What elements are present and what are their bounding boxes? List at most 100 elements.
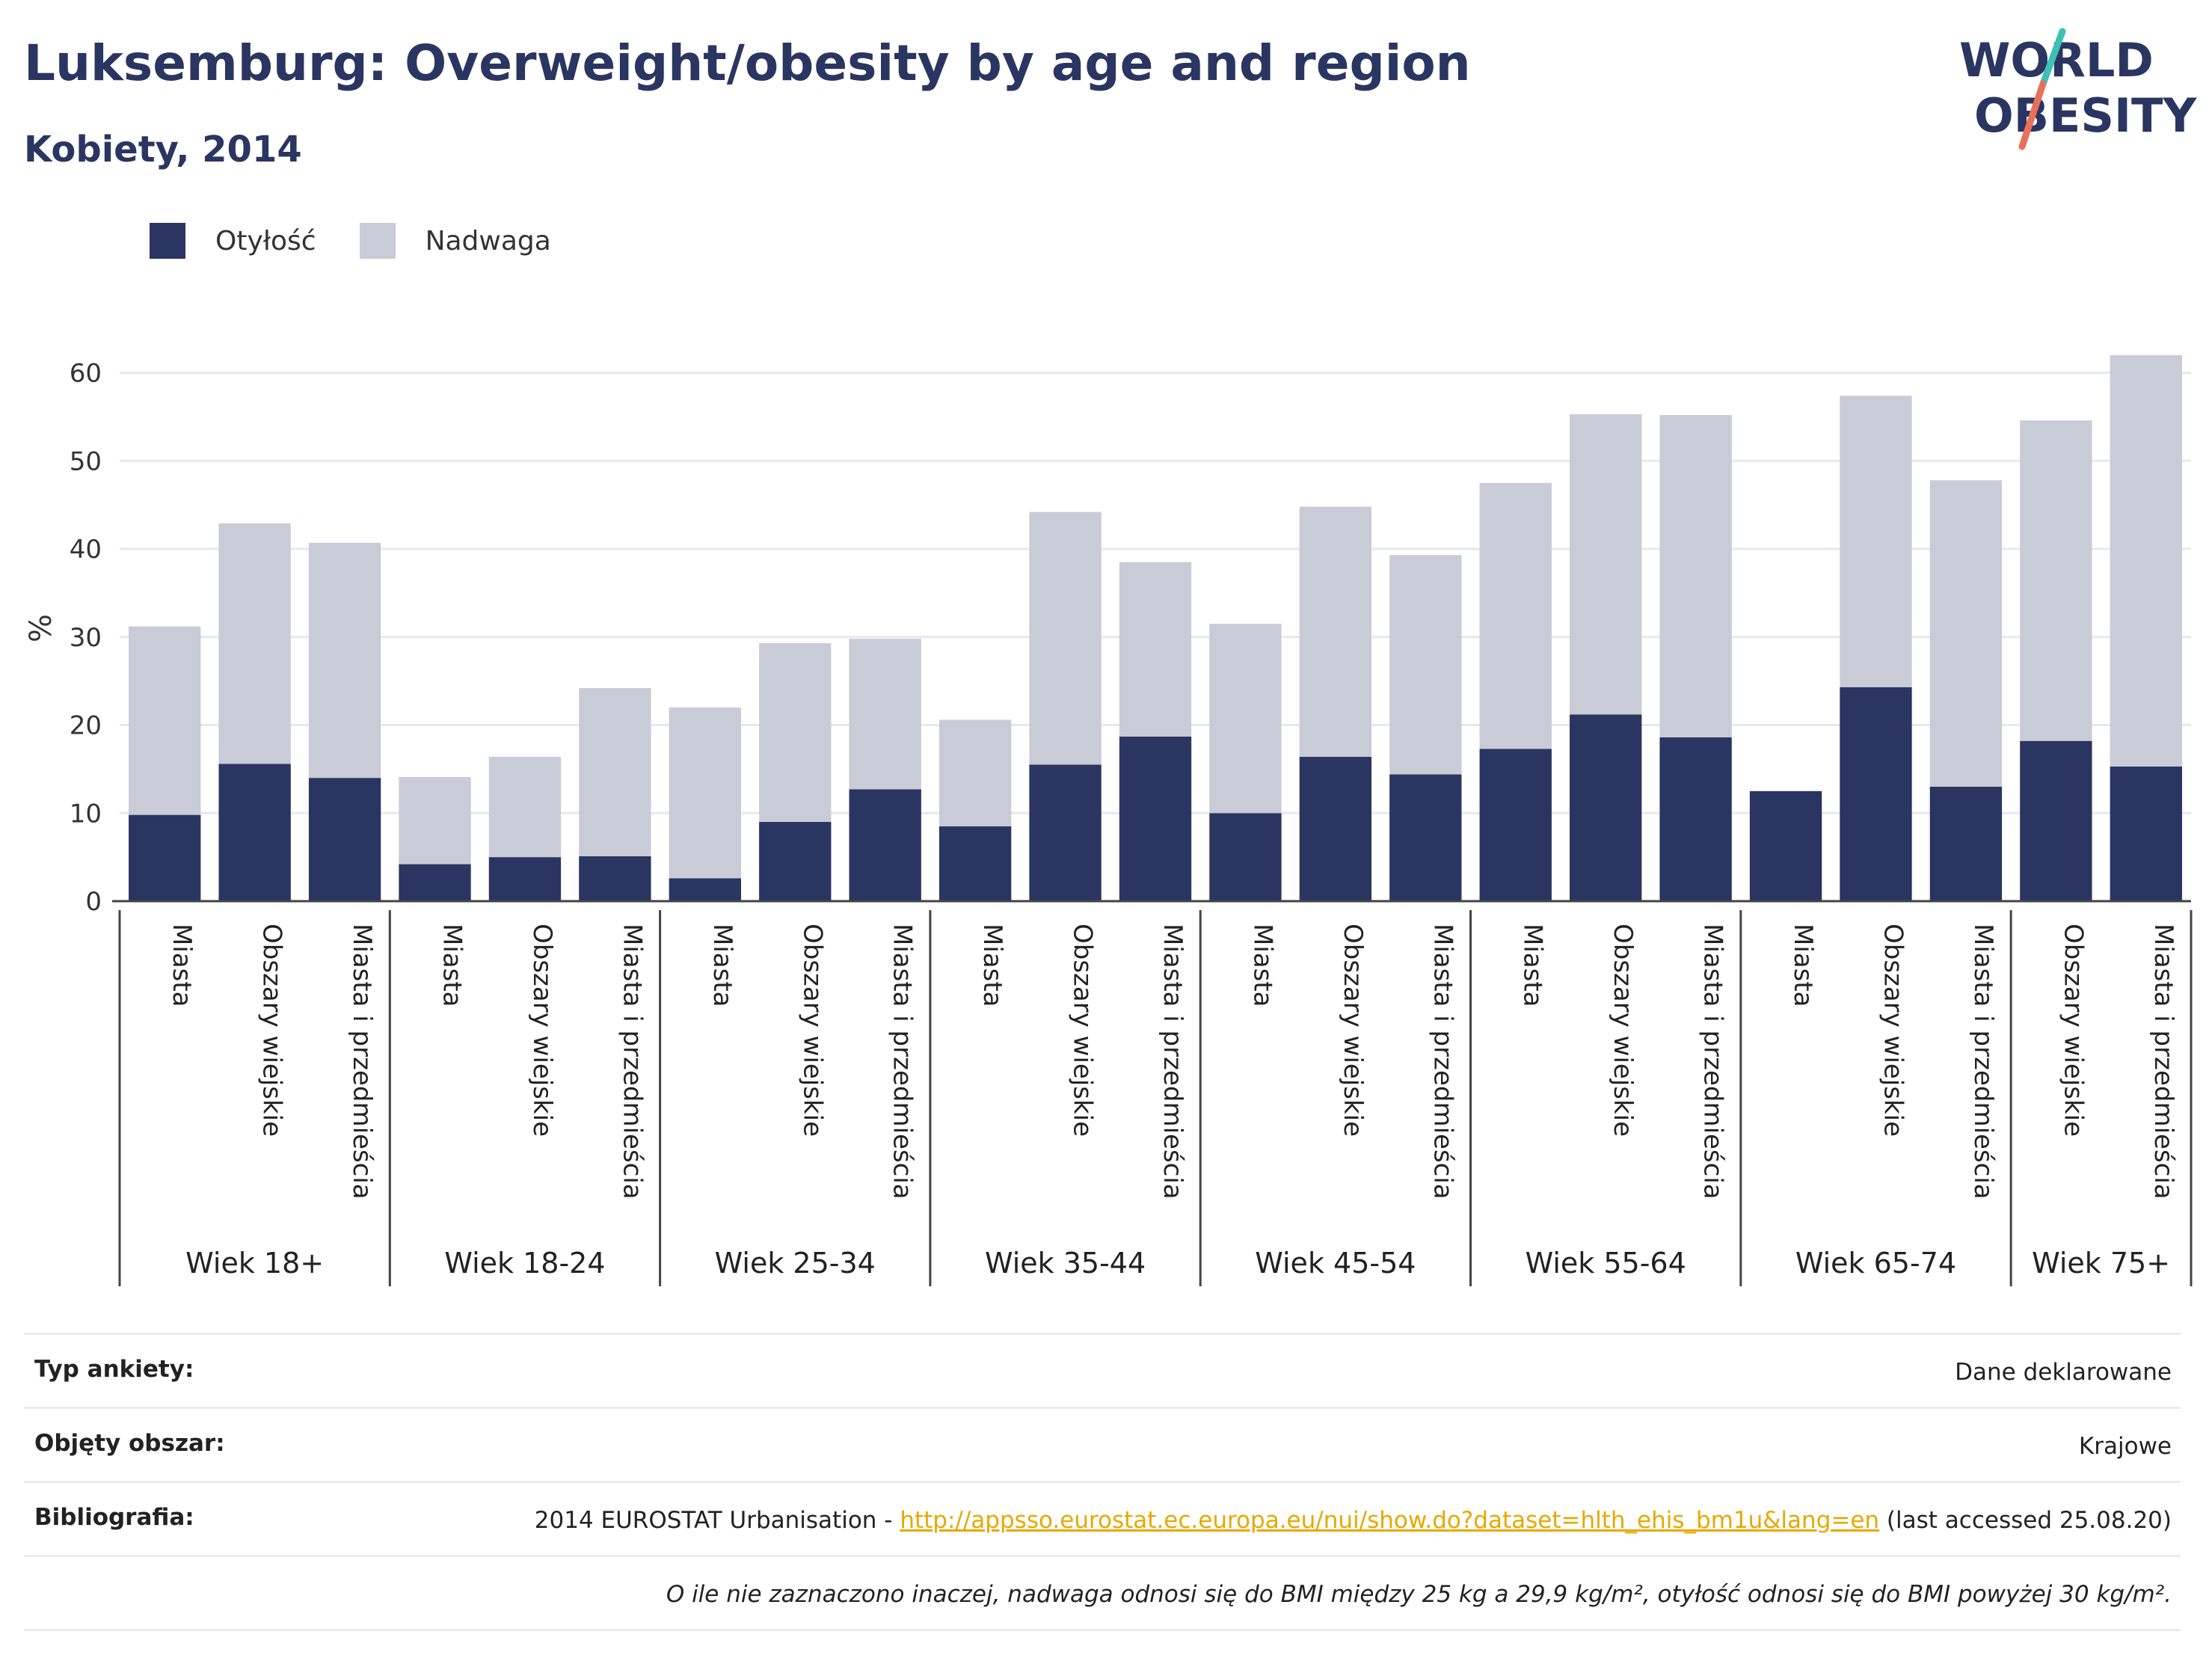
stacked-bar-chart: 0 10 20 30 40 50 60% Miasta Obszary wiejskie Mias… <box>24 355 2193 1286</box>
x-tick-label: Obszary wiejskie <box>1608 924 1638 1137</box>
bar-obesity <box>1119 736 1192 901</box>
x-tick-label: Miasta <box>167 924 197 1007</box>
bar-overweight <box>1209 624 1282 814</box>
chart-subtitle: Kobiety, 2014 <box>24 129 302 171</box>
x-tick-label: Miasta i przedmieścia <box>888 924 918 1200</box>
group-label: Wiek 45-54 <box>1255 1247 1416 1280</box>
x-tick-label: Miasta <box>437 924 467 1007</box>
bar-overweight <box>218 523 291 764</box>
y-tick-label: 50 <box>70 446 102 476</box>
bar-overweight <box>669 707 741 879</box>
x-tick-label: Obszary wiejskie <box>1068 924 1098 1137</box>
x-tick-label: Miasta i przedmieścia <box>1968 924 1998 1200</box>
x-tick-label: Obszary wiejskie <box>527 924 557 1137</box>
bar-overweight <box>938 719 1012 826</box>
group-label: Wiek 75+ <box>2032 1247 2170 1280</box>
x-tick-label: Miasta i przedmieścia <box>1428 924 1457 1200</box>
y-axis-label: % <box>24 614 58 642</box>
bar-overweight <box>129 626 201 815</box>
y-tick-label: 10 <box>70 799 102 829</box>
group-label: Wiek 25-34 <box>715 1247 876 1280</box>
bar-obesity <box>218 764 291 901</box>
bar-obesity <box>669 878 741 901</box>
x-tick-label: Miasta <box>1788 924 1818 1007</box>
y-tick-label: 40 <box>70 535 102 565</box>
x-tick-label: Miasta i przedmieścia <box>617 924 647 1200</box>
y-tick-label: 60 <box>70 359 102 389</box>
bar-overweight <box>399 776 471 865</box>
x-tick-label: Obszary wiejskie <box>257 924 287 1137</box>
legend-item-obesity[interactable]: Otyłość <box>150 223 316 259</box>
definition-note: O ile nie zaznaczono inaczej, nadwaga od… <box>666 1581 2172 1608</box>
bar-overweight <box>1479 482 1552 749</box>
bibliography-value: 2014 EUROSTAT Urbanisation - http://apps… <box>535 1504 2172 1537</box>
bar-overweight <box>1029 512 1102 765</box>
y-tick-label: 0 <box>85 887 102 917</box>
bar-overweight <box>579 688 651 856</box>
x-tick-label: Obszary wiejskie <box>2058 924 2088 1137</box>
bar-overweight <box>1929 480 2003 787</box>
legend-swatch-overweight <box>359 223 396 259</box>
bar-overweight <box>1389 555 1462 775</box>
bar-overweight <box>759 643 832 823</box>
bibliography-suffix: (last accessed 25.08.20) <box>1879 1507 2172 1534</box>
x-tick-label: Miasta <box>1518 924 1548 1007</box>
legend-swatch-obesity <box>150 223 185 259</box>
group-label: Wiek 18-24 <box>444 1247 605 1280</box>
bar-obesity <box>1389 774 1462 901</box>
group-label: Wiek 65-74 <box>1795 1247 1956 1280</box>
chart-title: Luksemburg: Overweight/obesity by age an… <box>24 34 1471 92</box>
survey-type-value: Dane deklarowane <box>1955 1359 2172 1386</box>
bar-overweight <box>308 542 381 779</box>
legend-label-obesity: Otyłość <box>215 225 316 257</box>
coverage-value: Krajowe <box>2078 1433 2172 1460</box>
legend-item-overweight[interactable]: Nadwaga <box>359 223 551 259</box>
bar-overweight <box>2110 355 2182 767</box>
logo-slash-coral <box>2018 80 2047 150</box>
x-tick-label: Miasta i przedmieścia <box>1698 924 1728 1200</box>
bibliography-label: Bibliografia: <box>34 1504 194 1531</box>
x-tick-label: Miasta <box>1247 924 1277 1007</box>
bar-overweight <box>488 756 562 858</box>
bar-obesity <box>1659 737 1732 901</box>
info-row-note: O ile nie zaznaczono inaczej, nadwaga od… <box>24 1555 2181 1631</box>
bar-obesity <box>1840 687 1912 901</box>
bar-overweight <box>1840 396 1912 687</box>
x-tick-label: Obszary wiejskie <box>1338 924 1368 1137</box>
info-row-survey-type: Typ ankiety: Dane deklarowane <box>24 1333 2181 1407</box>
group-label: Wiek 35-44 <box>985 1247 1146 1280</box>
bar-obesity <box>1929 786 2003 901</box>
x-tick-label: Miasta i przedmieścia <box>347 924 377 1200</box>
y-tick-label: 20 <box>70 711 102 741</box>
info-row-coverage: Objęty obszar: Krajowe <box>24 1407 2181 1481</box>
bar-overweight <box>1570 414 1642 715</box>
world-obesity-logo: WORLD OBESITY <box>1959 28 2197 150</box>
info-table: Typ ankiety: Dane deklarowane Objęty obs… <box>24 1333 2181 1631</box>
group-label: Wiek 18+ <box>185 1247 324 1280</box>
bar-obesity <box>1570 714 1642 901</box>
bar-obesity <box>129 814 201 901</box>
x-tick-label: Miasta <box>977 924 1007 1007</box>
bar-overweight <box>849 639 921 790</box>
x-tick-label: Miasta i przedmieścia <box>2148 924 2178 1200</box>
legend-label-overweight: Nadwaga <box>425 225 551 257</box>
x-tick-label: Miasta i przedmieścia <box>1158 924 1188 1200</box>
x-tick-label: Obszary wiejskie <box>797 924 827 1137</box>
bar-obesity <box>938 826 1012 901</box>
bar-obesity <box>488 857 562 901</box>
legend: Otyłość Nadwaga <box>150 223 595 259</box>
bar-obesity <box>308 778 381 901</box>
x-tick-label: Miasta <box>707 924 737 1007</box>
logo-slash-teal <box>2039 28 2066 87</box>
bar-overweight <box>1659 415 1732 737</box>
bibliography-prefix: 2014 EUROSTAT Urbanisation - <box>534 1507 900 1534</box>
bar-obesity <box>2020 740 2092 901</box>
bar-obesity <box>2110 766 2182 901</box>
coverage-label: Objęty obszar: <box>34 1430 225 1457</box>
x-tick-label: Obszary wiejskie <box>1878 924 1908 1137</box>
bar-obesity <box>399 864 471 901</box>
bar-obesity <box>579 856 651 901</box>
bar-obesity <box>1209 813 1282 901</box>
bibliography-link[interactable]: http://appsso.eurostat.ec.europa.eu/nui/… <box>900 1507 1880 1534</box>
group-label: Wiek 55-64 <box>1526 1247 1686 1280</box>
